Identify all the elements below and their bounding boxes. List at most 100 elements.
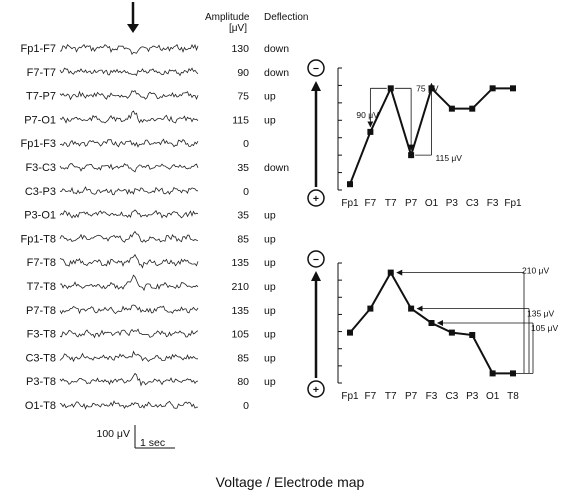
channel-label: Fp1-F3 (21, 138, 56, 150)
electrode-label: F7 (365, 391, 377, 402)
channel-label: Fp1-F7 (21, 43, 56, 55)
electrode-point (408, 152, 415, 159)
channel-label: F7-T8 (27, 257, 56, 269)
channel-row: F3-C3 35 down (25, 162, 289, 174)
channel-deflection: down (264, 43, 289, 55)
channel-deflection: down (264, 67, 289, 79)
amplitude-header: Amplitude (205, 12, 250, 23)
eeg-trace (59, 89, 199, 101)
electrode-point (387, 269, 394, 276)
channel-amplitude: 135 (231, 305, 249, 317)
electrode-point (489, 370, 496, 377)
electrode-label: Fp1 (504, 198, 522, 209)
eeg-trace (59, 253, 199, 269)
channel-label: T7-P7 (26, 91, 56, 103)
channel-label: T7-T8 (27, 281, 56, 293)
time-marker-arrowhead (127, 24, 139, 33)
electrode-label: F3 (426, 391, 438, 402)
electrode-point (489, 85, 496, 92)
channel-deflection: up (264, 257, 276, 269)
electrode-label: O1 (425, 198, 439, 209)
channel-label: Fp1-T8 (21, 233, 56, 245)
channel-label: F7-T7 (27, 67, 56, 79)
annotation-label: 90 μV (356, 110, 379, 120)
channel-label: C3-P3 (25, 186, 56, 198)
eeg-trace (59, 209, 199, 219)
eeg-trace (59, 372, 199, 387)
channel-deflection: up (264, 91, 276, 103)
channel-amplitude: 35 (237, 162, 249, 174)
channel-amplitude: 75 (237, 91, 249, 103)
channel-amplitude: 85 (237, 352, 249, 364)
eeg-trace (59, 328, 199, 339)
eeg-trace (59, 274, 199, 292)
channel-amplitude: 0 (243, 186, 249, 198)
electrode-label: P7 (405, 391, 418, 402)
channel-amplitude: 90 (237, 67, 249, 79)
channel-label: F3-T8 (27, 329, 56, 341)
deflection-header: Deflection (264, 12, 308, 23)
electrode-label: T7 (385, 391, 397, 402)
eeg-trace (60, 186, 199, 196)
channel-row: F7-T8 135 up (27, 253, 276, 269)
channel-row: P7-O1 115 up (24, 110, 276, 126)
channel-row: T7-T8 210 up (27, 274, 276, 293)
eeg-trace (59, 138, 199, 148)
electrode-point (347, 329, 353, 336)
channel-label: P7-O1 (24, 114, 56, 126)
negative-symbol: − (313, 254, 319, 266)
positive-symbol: + (313, 193, 319, 205)
annotation-label: 75 μV (416, 83, 439, 93)
annotation-label: 105 μV (531, 323, 558, 333)
electrode-label: F3 (487, 198, 499, 209)
channel-label: P7-T8 (26, 305, 56, 317)
channel-amplitude: 210 (231, 281, 249, 293)
eeg-trace (59, 163, 199, 173)
channel-amplitude: 135 (231, 257, 249, 269)
electrode-label: T8 (507, 391, 519, 402)
channel-deflection: up (264, 233, 276, 245)
channel-rows: Fp1-F7 130 down F7-T7 90 down T7-P7 75 up P7-O1 11… (21, 43, 290, 412)
electrode-point (469, 332, 476, 338)
electrode-point (367, 305, 374, 312)
channel-row: Fp1-T8 85 up (21, 230, 276, 245)
electrode-point (387, 85, 394, 92)
channel-row: Fp1-F7 130 down (21, 43, 289, 56)
channel-row: P3-O1 35 up (24, 209, 276, 222)
eeg-trace (59, 110, 199, 124)
channel-amplitude: 85 (237, 233, 249, 245)
eeg-trace (59, 400, 199, 410)
channel-amplitude: 0 (243, 400, 249, 412)
annotation-label: 135 μV (527, 309, 554, 319)
electrode-point (347, 181, 353, 188)
channel-row: Fp1-F3 0 (21, 138, 250, 150)
channel-amplitude: 35 (237, 210, 249, 222)
eeg-trace (59, 43, 199, 56)
channel-amplitude: 115 (232, 114, 249, 126)
channel-deflection: up (264, 281, 276, 293)
polarity-indicator-top: − + (307, 59, 325, 207)
electrode-point (448, 105, 455, 112)
scale-amplitude: 100 μV (97, 428, 131, 440)
channel-deflection: up (264, 352, 276, 364)
channel-label: P3-O1 (24, 210, 56, 222)
scale-bar: 100 μV 1 sec (97, 425, 175, 449)
annotation-label: 115 μV (436, 153, 463, 163)
channel-label: F3-C3 (25, 162, 56, 174)
channel-row: P3-T8 80 up (26, 372, 276, 388)
channel-amplitude: 105 (231, 329, 249, 341)
channel-row: F3-T8 105 up (27, 328, 276, 341)
electrode-label: O1 (486, 391, 500, 402)
voltage-map-chart-1: Fp1 F7 T7 P7 O1 P3 C3 F3 Fp1 90 μV 75 μV 115 μV (337, 67, 522, 209)
channel-deflection: down (264, 162, 289, 174)
electrode-point (408, 305, 415, 312)
polarity-indicator-bottom: − + (307, 250, 325, 398)
channel-amplitude: 130 (231, 43, 249, 55)
channel-row: C3-P3 0 (25, 186, 249, 198)
channel-row: F7-T7 90 down (27, 67, 290, 79)
electrode-label: F7 (365, 198, 377, 209)
negative-symbol: − (313, 63, 319, 75)
positive-symbol: + (313, 384, 319, 396)
channel-row: O1-T8 0 (25, 400, 249, 412)
